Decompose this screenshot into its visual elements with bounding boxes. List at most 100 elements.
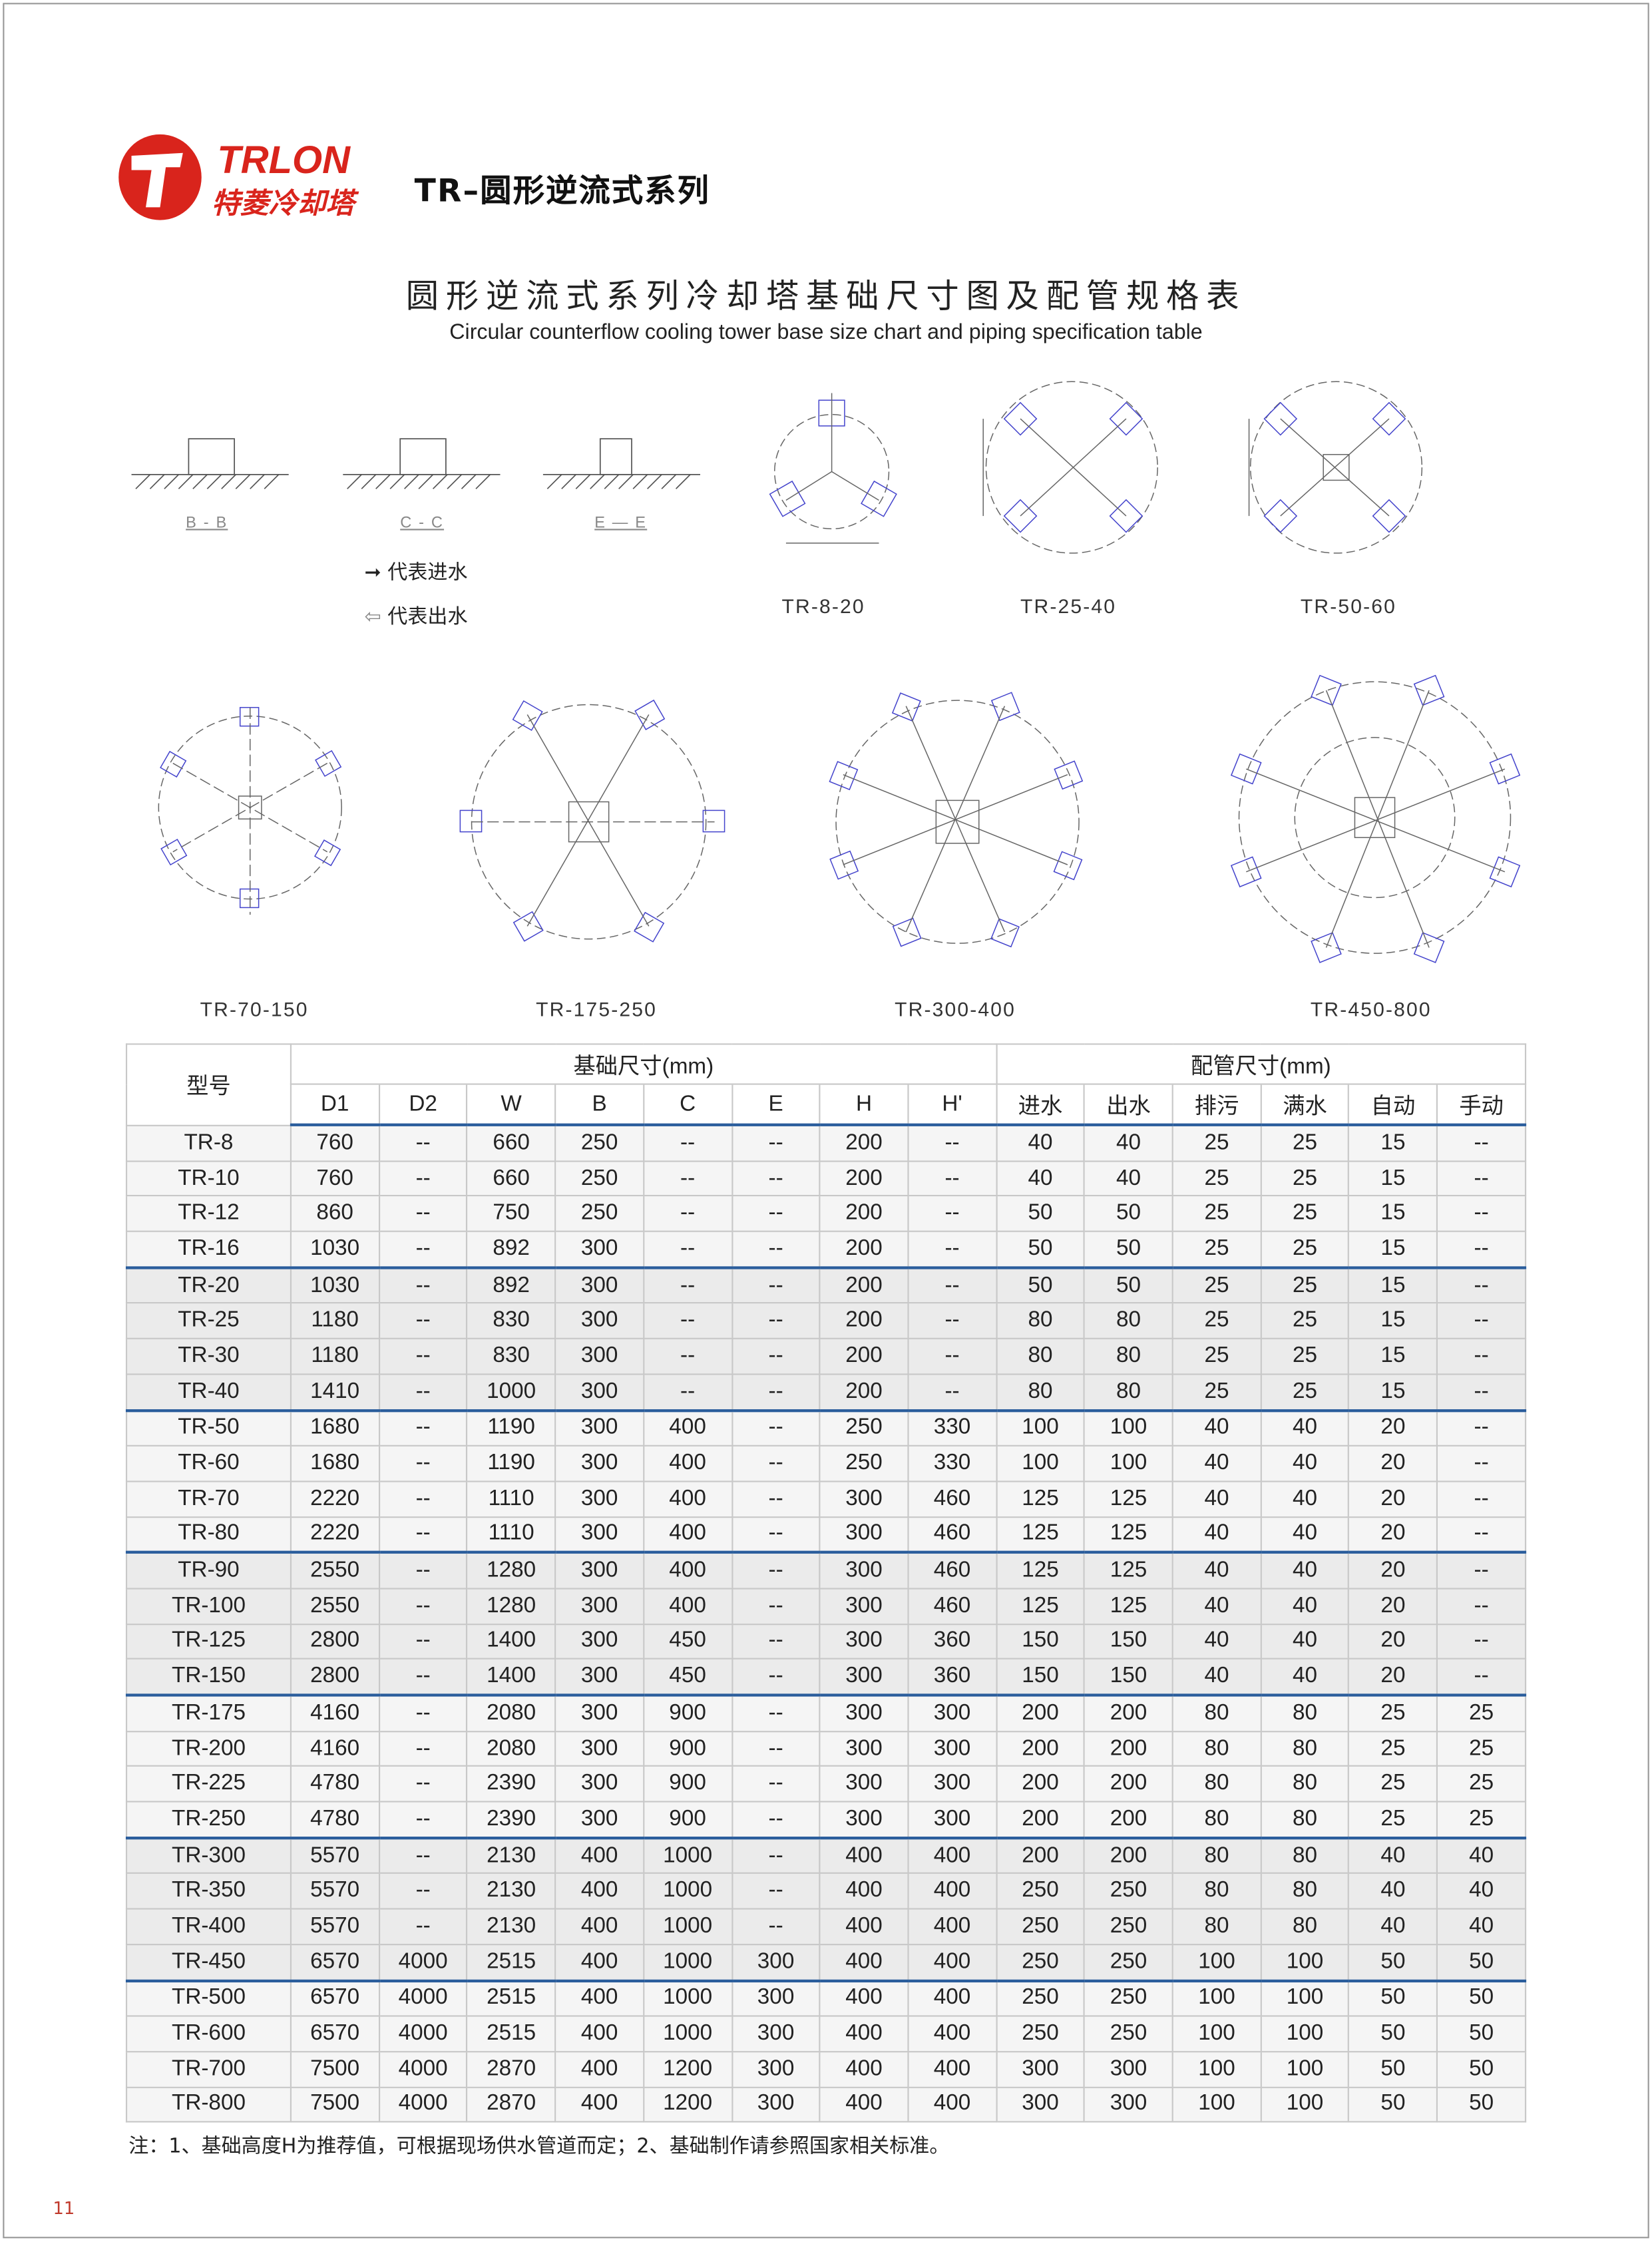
value-cell: 4000: [378, 2015, 468, 2052]
model-cell: TR-70: [125, 1480, 292, 1518]
value-cell: 80: [1260, 1801, 1350, 1839]
value-cell: --: [378, 1160, 468, 1197]
value-cell: 400: [907, 1908, 997, 1945]
value-cell: 300: [554, 1658, 644, 1696]
value-cell: 5570: [290, 1908, 380, 1945]
value-cell: 250: [554, 1160, 644, 1197]
table-row: TR-500 6570 4000 2515 400 1000 300 400 400 250 250…: [125, 1978, 1527, 2017]
table-row: TR-225 4780 -- 2390 300 900 -- 300 300 200 200 80 80…: [125, 1765, 1527, 1803]
table-row: TR-125 2800 -- 1400 300 450 -- 300 360 150 150 40 40…: [125, 1623, 1527, 1660]
value-cell: --: [1436, 1480, 1527, 1518]
value-cell: 400: [554, 1908, 644, 1945]
value-cell: --: [378, 1265, 468, 1305]
svg-text:TRLON: TRLON: [217, 139, 351, 182]
value-cell: 760: [290, 1160, 380, 1197]
value-cell: 250: [995, 1873, 1086, 1910]
value-cell: 15: [1348, 1195, 1438, 1232]
value-cell: 1030: [290, 1230, 380, 1269]
value-cell: 125: [995, 1480, 1086, 1518]
value-cell: 25: [1171, 1302, 1262, 1340]
value-cell: 300: [819, 1588, 909, 1625]
value-cell: 300: [819, 1658, 909, 1696]
value-cell: 660: [466, 1124, 556, 1162]
value-cell: 300: [554, 1302, 644, 1340]
value-cell: 4780: [290, 1765, 380, 1803]
outlet-arrow-icon: ⇦: [364, 606, 388, 629]
value-cell: --: [1436, 1408, 1527, 1447]
value-cell: 450: [642, 1658, 733, 1696]
value-cell: 25: [1348, 1801, 1438, 1839]
value-cell: 250: [1084, 1873, 1173, 1910]
value-cell: 2080: [466, 1730, 556, 1767]
inlet-arrow-icon: ➞: [364, 561, 388, 585]
value-cell: 200: [995, 1801, 1086, 1839]
value-cell: 15: [1348, 1230, 1438, 1269]
value-cell: 80: [1171, 1693, 1262, 1732]
value-cell: 25: [1260, 1160, 1350, 1197]
value-cell: 300: [554, 1337, 644, 1375]
value-cell: --: [378, 1693, 468, 1732]
value-cell: 150: [1084, 1658, 1173, 1696]
value-cell: --: [731, 1658, 821, 1696]
value-cell: 300: [819, 1693, 909, 1732]
value-cell: 750: [466, 1195, 556, 1232]
value-cell: 40: [1171, 1516, 1262, 1554]
value-cell: --: [642, 1230, 733, 1269]
value-cell: 200: [995, 1765, 1086, 1803]
value-cell: 25: [1436, 1730, 1527, 1767]
model-cell: TR-90: [125, 1551, 292, 1590]
value-cell: 1200: [642, 2050, 733, 2088]
value-cell: 2390: [466, 1765, 556, 1803]
table-row: TR-50 1680 -- 1190 300 400 -- 250 330 100 100 40 40 2…: [125, 1408, 1527, 1447]
model-cell: TR-80: [125, 1516, 292, 1554]
value-cell: --: [731, 1373, 821, 1411]
value-cell: 300: [1084, 2050, 1173, 2088]
value-cell: 50: [1436, 1943, 1527, 1981]
value-cell: 450: [642, 1623, 733, 1660]
model-cell: TR-450: [125, 1943, 292, 1981]
value-cell: --: [378, 1516, 468, 1554]
table-row: TR-800 7500 4000 2870 400 1200 300 400 400 300 300…: [125, 2086, 1527, 2123]
value-cell: 200: [1084, 1836, 1173, 1875]
value-cell: 400: [819, 2086, 909, 2123]
value-cell: 1000: [642, 1836, 733, 1875]
value-cell: --: [731, 1623, 821, 1660]
value-cell: 50: [1084, 1230, 1173, 1269]
value-cell: 20: [1348, 1480, 1438, 1518]
value-cell: 25: [1260, 1337, 1350, 1375]
value-cell: --: [1436, 1588, 1527, 1625]
value-cell: 20: [1348, 1445, 1438, 1482]
column-header: C: [642, 1083, 733, 1126]
value-cell: --: [907, 1302, 997, 1340]
table-row: TR-40 1410 -- 1000 300 -- -- 200 -- 80 80 25 25 15 --: [125, 1373, 1527, 1411]
value-cell: --: [731, 1730, 821, 1767]
value-cell: 250: [995, 1908, 1086, 1945]
value-cell: 25: [1260, 1373, 1350, 1411]
value-cell: 50: [1436, 1978, 1527, 2017]
value-cell: 360: [907, 1623, 997, 1660]
value-cell: 1000: [642, 1908, 733, 1945]
value-cell: 1680: [290, 1408, 380, 1447]
value-cell: 400: [554, 1873, 644, 1910]
model-cell: TR-600: [125, 2015, 292, 2052]
value-cell: 50: [1084, 1195, 1173, 1232]
table-row: TR-175 4160 -- 2080 300 900 -- 300 300 200 200 80 80…: [125, 1693, 1527, 1732]
model-cell: TR-50: [125, 1408, 292, 1447]
value-cell: 20: [1348, 1658, 1438, 1696]
spec-table: 型号 基础尺寸(mm) 配管尺寸(mm) D1 D2 W B C E H H' 进水 出水 排污 满水…: [125, 1043, 1527, 2123]
value-cell: 20: [1348, 1588, 1438, 1625]
value-cell: 2870: [466, 2050, 556, 2088]
value-cell: 20: [1348, 1408, 1438, 1447]
column-header: 进水: [995, 1083, 1086, 1126]
value-cell: 250: [554, 1124, 644, 1162]
value-cell: --: [1436, 1195, 1527, 1232]
value-cell: 100: [1171, 1943, 1262, 1981]
column-header: H: [819, 1083, 909, 1126]
value-cell: 20: [1348, 1551, 1438, 1590]
value-cell: --: [731, 1480, 821, 1518]
model-cell: TR-150: [125, 1658, 292, 1696]
value-cell: 6570: [290, 1943, 380, 1981]
value-cell: 100: [1171, 2015, 1262, 2052]
value-cell: --: [378, 1124, 468, 1162]
value-cell: 125: [1084, 1588, 1173, 1625]
